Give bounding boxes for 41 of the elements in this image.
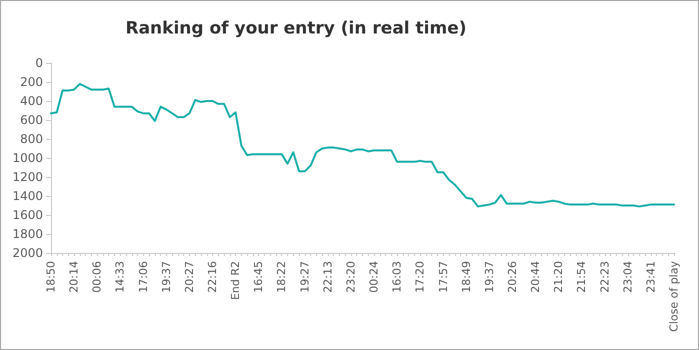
x-tick-label: 22:23 — [598, 261, 612, 293]
x-tick-label: 00:24 — [368, 261, 381, 293]
y-tick-label: 1200 — [12, 170, 43, 184]
y-tick-label: 1800 — [12, 227, 43, 241]
x-tick-label: 20:26 — [506, 261, 519, 293]
x-tick-label: End R2 — [229, 261, 242, 300]
x-tick-label: 20:27 — [182, 261, 196, 293]
x-tick-label: 20:44 — [529, 261, 542, 293]
x-tick-label: 16:03 — [390, 261, 404, 293]
x-tick-label: 19:27 — [298, 261, 312, 293]
x-tick-label: 19:37 — [160, 261, 173, 293]
y-tick-label: 800 — [20, 132, 43, 146]
x-tick-label: 22:13 — [321, 261, 334, 293]
x-tick-label: 23:20 — [344, 261, 358, 293]
x-tick-label: 21:54 — [575, 261, 588, 293]
y-tick-label: 600 — [20, 113, 43, 127]
x-tick-label: 18:22 — [275, 261, 288, 293]
x-tick-label: 17:20 — [414, 261, 427, 293]
x-tick-label: 14:33 — [114, 261, 127, 293]
y-tick-label: 2000 — [12, 246, 43, 260]
x-tick-label: 17:06 — [136, 261, 150, 293]
y-tick-label: 0 — [35, 56, 43, 70]
x-tick-label: 17:57 — [436, 261, 450, 293]
x-tick-label: 00:06 — [90, 261, 104, 293]
x-tick-label: 23:04 — [621, 261, 634, 293]
line-series — [50, 82, 675, 208]
y-tick-label: 400 — [20, 94, 43, 108]
y-tick-label: 200 — [20, 75, 43, 89]
y-tick-label: 1600 — [12, 208, 43, 222]
x-tick-label: 21:20 — [552, 261, 566, 293]
x-tick-label: 16:45 — [252, 261, 266, 293]
x-tick-label: 23:41 — [644, 261, 658, 293]
y-tick-label: 1000 — [12, 151, 43, 165]
chart-title: Ranking of your entry (in real time) — [125, 18, 467, 38]
x-tick-label: 18:49 — [460, 261, 473, 293]
x-tick-label: 20:14 — [68, 261, 81, 293]
x-tick-label: 19:37 — [482, 261, 496, 293]
x-tick-label: 22:16 — [206, 261, 220, 293]
x-tick-label: Close of play — [668, 260, 680, 332]
y-tick-label: 1400 — [12, 189, 43, 203]
x-tick-label: 18:50 — [44, 261, 58, 293]
